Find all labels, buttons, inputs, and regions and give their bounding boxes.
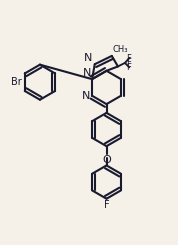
Text: N: N <box>82 91 90 101</box>
Text: CH₃: CH₃ <box>113 45 128 54</box>
Text: F: F <box>126 54 131 63</box>
Text: O: O <box>102 155 111 165</box>
Text: Br: Br <box>11 77 22 87</box>
Text: F: F <box>104 200 109 210</box>
Text: N: N <box>83 68 91 78</box>
Text: F: F <box>126 58 131 67</box>
Text: F: F <box>126 63 131 72</box>
Text: N: N <box>84 53 93 63</box>
